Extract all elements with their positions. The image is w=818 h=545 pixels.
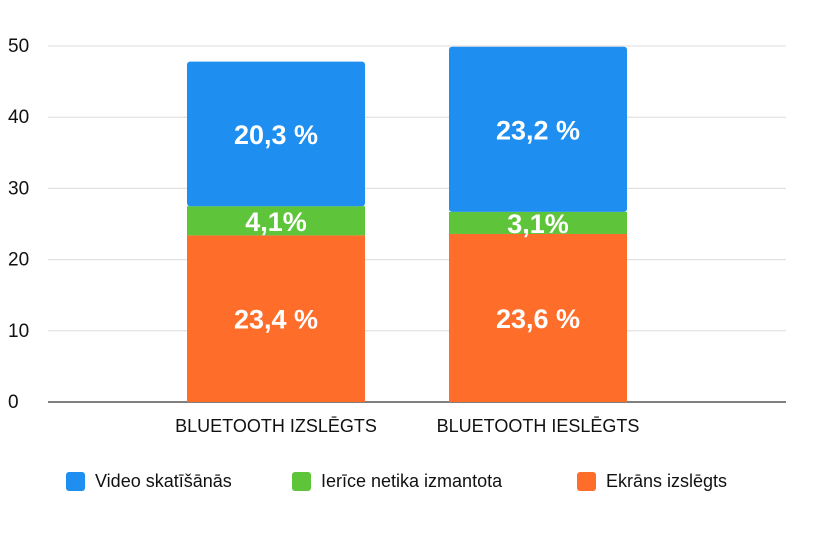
bar-segment bbox=[187, 206, 365, 236]
bar-segment bbox=[449, 46, 627, 212]
bar-segment bbox=[187, 235, 365, 402]
y-tick-label: 40 bbox=[8, 107, 29, 128]
data-labels: 23,4 % 4,1% 20,3 % 23,6 % 3,1% 23,2 % bbox=[234, 115, 580, 334]
x-category-label: BLUETOOTH IZSLĒGTS bbox=[175, 416, 377, 436]
legend-label: Ierīce netika izmantota bbox=[321, 470, 503, 491]
y-tick-label: 20 bbox=[8, 250, 29, 271]
y-tick-label: 50 bbox=[8, 36, 29, 57]
bar-segment bbox=[449, 233, 627, 402]
legend-label: Video skatīšānās bbox=[95, 470, 232, 491]
legend-item: Ekrāns izslēgts bbox=[577, 468, 727, 494]
data-label: 4,1% bbox=[245, 207, 307, 237]
data-label: 23,6 % bbox=[496, 304, 580, 334]
bars bbox=[187, 46, 627, 402]
bar-segment bbox=[449, 211, 627, 234]
y-tick-label: 10 bbox=[8, 321, 29, 342]
data-label: 23,4 % bbox=[234, 305, 318, 335]
y-tick-label: 30 bbox=[8, 178, 29, 199]
legend-item: Ierīce netika izmantota bbox=[292, 468, 502, 494]
data-label: 20,3 % bbox=[234, 120, 318, 150]
x-axis-categories: BLUETOOTH IZSLĒGTS BLUETOOTH IESLĒGTS bbox=[175, 416, 639, 436]
legend-swatch bbox=[577, 471, 596, 491]
legend: Video skatīšānās Ierīce netika izmantota E… bbox=[0, 468, 818, 498]
bar-segment bbox=[187, 61, 365, 207]
y-axis-ticks: 0 10 20 30 40 50 bbox=[8, 36, 29, 413]
legend-swatch bbox=[292, 471, 311, 491]
legend-item: Video skatīšānās bbox=[66, 468, 232, 494]
data-label: 3,1% bbox=[507, 209, 569, 239]
gridlines bbox=[48, 45, 786, 403]
x-category-label: BLUETOOTH IESLĒGTS bbox=[437, 416, 640, 436]
legend-label: Ekrāns izslēgts bbox=[606, 470, 728, 491]
legend-swatch bbox=[66, 471, 85, 491]
y-tick-label: 0 bbox=[8, 392, 19, 413]
data-label: 23,2 % bbox=[496, 115, 580, 145]
